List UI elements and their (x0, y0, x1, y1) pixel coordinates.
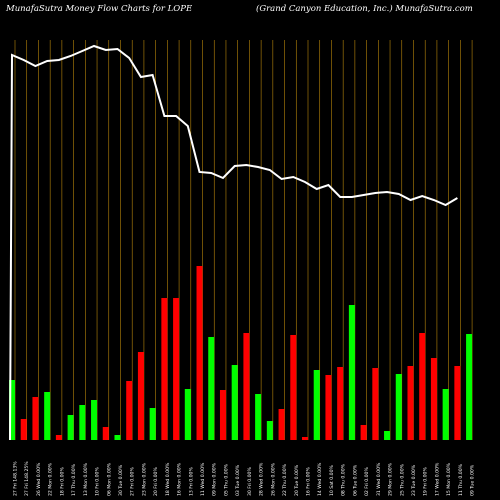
x-tick-label: 18 Fri 0.00% (59, 467, 65, 496)
flow-bar (430, 358, 437, 440)
x-tick-label: 20 Tue 0.00% (294, 464, 300, 496)
flow-bar (278, 409, 285, 440)
flow-bar (67, 415, 74, 440)
flow-bar (337, 367, 344, 440)
x-tick-label: 06 Tue 0.00% (352, 464, 358, 496)
x-tick-label: 31 Wed 0.00% (376, 462, 382, 496)
x-tick-label: 05 Thu 0.00% (223, 463, 229, 496)
flow-bar (114, 435, 121, 440)
flow-bar (407, 366, 414, 440)
x-tick-label: 11 Thu 0.00% (458, 463, 464, 496)
x-tick-label: 26 Wed 0.00% (36, 462, 42, 496)
x-tick-label: 09 Tue 0.00% (470, 464, 476, 496)
x-tick-label: 30 Tue 0.00% (118, 464, 124, 496)
x-tick-label: 10 Sat 0.00% (329, 464, 335, 496)
x-tick-label: 30 Fri 0.00% (247, 467, 253, 496)
flow-bar (302, 437, 308, 440)
x-tick-label: 03 Tue 0.00% (235, 464, 241, 496)
x-tick-label: 06 Mon 0.00% (106, 462, 112, 496)
flow-bar (126, 381, 133, 440)
flow-bar (442, 389, 449, 440)
x-tick-label: 14 Wed 0.00% (317, 462, 323, 496)
flow-bar (149, 408, 156, 440)
x-tick-label: 26 Mon 0.00% (270, 462, 276, 496)
x-tick-label: 16 Fri 0.00% (306, 467, 312, 496)
flow-bar (466, 334, 473, 440)
chart-title: MunafaSutra Money Flow Charts for LOPE (6, 4, 193, 14)
x-tick-label: 11 Wed 0.00% (200, 462, 206, 496)
x-tick-label: 27 Fri 148.13% (13, 461, 19, 496)
flow-bar (313, 370, 320, 440)
flow-bar (266, 421, 273, 440)
flow-bar (173, 298, 180, 440)
price-line (9, 44, 458, 441)
x-tick-label: 25 Thu 0.00% (399, 463, 405, 496)
x-tick-label: 13 Mon 0.00% (83, 462, 89, 496)
flow-bar (32, 397, 39, 440)
flow-bar (208, 337, 215, 440)
flow-bar (55, 435, 62, 440)
x-tick-label: 09 Mon 0.00% (212, 462, 218, 496)
x-tick-label: 23 Mon 0.00% (141, 462, 147, 496)
flow-bar (395, 374, 402, 440)
x-tick-label: 27 Fri 0.00% (130, 467, 136, 496)
flow-bar (91, 400, 98, 440)
x-tick-label: 08 Thu 0.00% (341, 463, 347, 496)
flow-bar (384, 431, 391, 440)
flow-bar (79, 405, 86, 440)
x-tick-label: 19 Fri 0.00% (423, 467, 429, 496)
chart-subtitle: (Grand Canyon Education, Inc.) MunafaSut… (256, 4, 473, 14)
x-tick-label: 29 Mon 0.00% (388, 462, 394, 496)
x-tick-label: 10 Fri 0.00% (95, 467, 101, 496)
x-tick-label: 17 Thu 0.00% (71, 463, 77, 496)
x-tick-label: 13 Fri 0.00% (188, 467, 194, 496)
x-tick-label: 17 Wed 0.00% (434, 462, 440, 496)
x-tick-label: 18 Wed 0.00% (165, 462, 171, 496)
flow-bar (231, 365, 238, 440)
x-tick-label: 22 Thu 0.00% (282, 463, 288, 496)
x-tick-label: 22 Mon 0.00% (48, 462, 54, 496)
flow-bar (219, 390, 226, 440)
flow-bar (9, 380, 15, 440)
x-tick-label: 28 Wed 0.00% (259, 462, 265, 496)
flow-bar (419, 333, 426, 440)
x-tick-label: 27 Fri 148.25% (24, 461, 30, 496)
flow-bar (20, 419, 27, 440)
flow-bar (372, 368, 379, 440)
flow-bar (161, 298, 168, 440)
flow-bar (102, 427, 109, 440)
flow-bar (184, 389, 191, 440)
x-tick-label: 15 Mon 0.00% (446, 462, 452, 496)
x-tick-label: 23 Tue 0.00% (411, 464, 417, 496)
flow-bar (243, 333, 250, 440)
x-tick-label: 16 Mon 0.00% (177, 462, 183, 496)
flow-bar (137, 352, 144, 440)
flow-bar (454, 366, 461, 440)
flow-bar (348, 305, 355, 440)
flow-bar (290, 335, 297, 440)
flow-bar (196, 266, 203, 440)
flow-bar (44, 392, 51, 440)
flow-bar (255, 394, 262, 440)
flow-bar (325, 375, 332, 440)
x-tick-label: 20 Fri 0.00% (153, 467, 159, 496)
flow-bar (360, 425, 367, 440)
x-tick-label: 02 Fri 0.00% (364, 467, 370, 496)
